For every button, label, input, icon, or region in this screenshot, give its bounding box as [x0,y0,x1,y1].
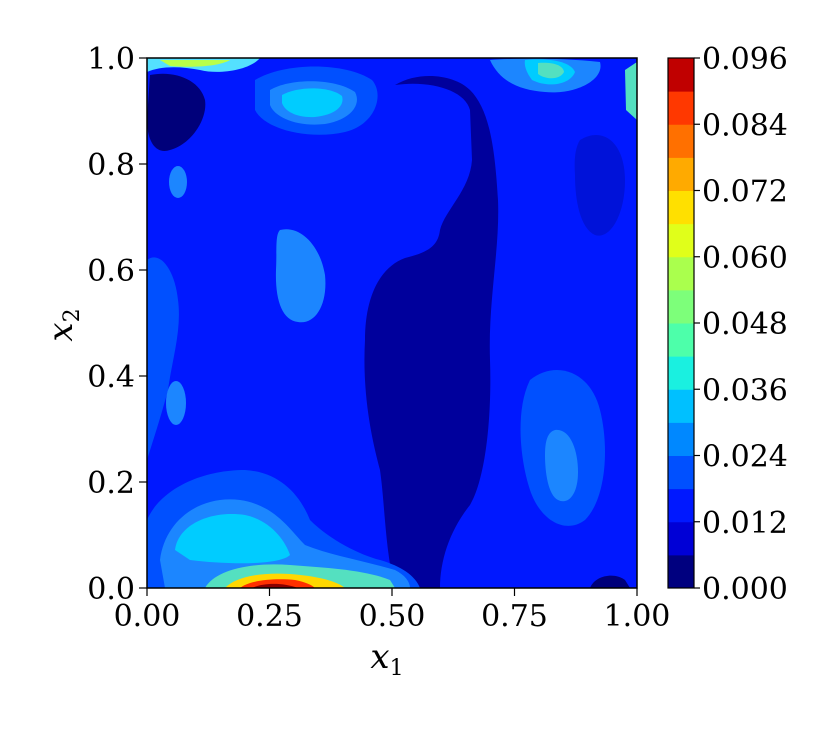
y-tick-label: 0.4 [87,360,135,395]
colorbar-level [668,554,694,589]
colorbar-level [668,223,694,258]
colorbar-level [668,190,694,225]
contour-top-ring-core [282,88,343,118]
colorbar-level [668,91,694,125]
contour-fill [147,58,637,588]
y-axis: 0.0 0.2 0.4 0.6 0.8 1.0 [87,42,147,607]
contour-low-pocket-topleft [147,73,206,151]
colorbar-tick-label: 0.084 [702,108,788,143]
colorbar-level [668,58,694,92]
x-tick-label: 0.75 [481,599,548,634]
colorbar-level [668,455,694,490]
colorbar-tick-label: 0.012 [702,506,788,541]
contour-left-band [147,257,179,460]
colorbar-tick-label: 0.072 [702,175,788,210]
x-axis-label: x1 [370,637,403,681]
x-axis: 0.00 0.25 0.50 0.75 1.00 [114,588,671,634]
y-tick-label: 1.0 [87,42,135,77]
colorbar-tick-label: 0.000 [702,572,788,607]
colorbar-tick-label: 0.024 [702,440,788,475]
y-tick-label: 0.6 [87,254,135,289]
contour-bottom-peak [252,583,298,588]
colorbar-level [668,488,694,523]
colorbar-level [668,521,694,556]
x-tick-label: 0.50 [359,599,426,634]
colorbar-level [668,323,694,357]
x-tick-label: 1.00 [604,599,671,634]
y-tick-label: 0.0 [87,572,135,607]
contour-small-blob-lower [166,381,186,425]
colorbar-level [668,389,694,423]
contour-bottom-cyan [175,514,290,564]
contour-bottom-right-pocket [590,575,630,588]
contour-mid-blob [275,229,326,323]
y-tick-label: 0.2 [87,466,135,501]
y-tick-label: 0.8 [87,148,135,183]
colorbar-tick-label: 0.036 [702,373,788,408]
contour-right-pocket [574,134,625,236]
colorbar: 0.000 0.012 0.024 0.036 0.048 0.060 0.072 0.084… [667,42,788,607]
colorbar-level [668,356,694,390]
colorbar-level [668,157,694,191]
colorbar-tick-label: 0.060 [702,241,788,276]
y-axis-label: x2 [41,308,85,341]
colorbar-level [668,124,694,158]
colorbar-level [668,256,694,291]
contour-right-edge-top [625,62,637,120]
x-tick-label: 0.25 [236,599,303,634]
contour-top-right-peak [538,62,564,79]
contour-top-edge-left-peak [160,60,230,67]
x-tick-label: 0.00 [114,599,181,634]
colorbar-level [668,289,694,324]
contour-small-blob-upper [169,166,187,198]
colorbar-tick-label: 0.048 [702,307,788,342]
contour-right-blob [545,429,578,502]
plot-area [146,57,638,589]
colorbar-level [668,422,694,456]
contour-low-band [364,75,499,588]
colorbar-tick-label: 0.096 [702,42,788,77]
